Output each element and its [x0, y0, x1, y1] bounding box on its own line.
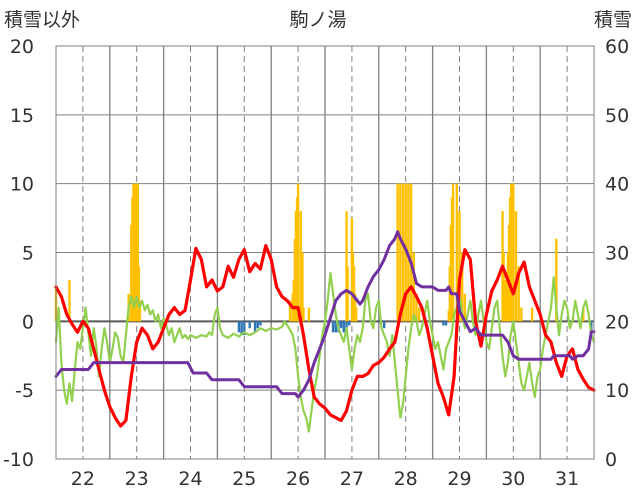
precipitation-bar	[136, 183, 139, 322]
precipitation-bar	[412, 252, 415, 322]
snowfall_change-bar	[243, 321, 246, 336]
precipitation-bar	[396, 183, 399, 322]
right-tick-label: 60	[605, 36, 629, 58]
snowfall_change-bar	[237, 321, 241, 333]
precipitation-bar	[301, 252, 304, 322]
snowfall_change-bar	[334, 321, 337, 333]
left-tick-label: 15	[10, 105, 34, 127]
right-tick-label: 50	[605, 105, 629, 127]
left-axis-label: 積雪以外	[4, 9, 80, 31]
left-tick-label: 0	[22, 311, 34, 333]
precipitation-bar	[401, 183, 405, 322]
snowfall_change-bar	[331, 321, 335, 333]
snowfall_change-bar	[345, 321, 348, 333]
precipitation-bar	[509, 183, 513, 322]
precipitation-bar	[302, 307, 305, 322]
left-tick-label: 5	[22, 243, 34, 265]
precipitation-bar	[517, 266, 520, 322]
chart-title: 駒ノ湯	[289, 9, 346, 31]
precipitation-bar	[68, 280, 71, 322]
day-tick-label: 28	[394, 468, 418, 490]
right-tick-label: 0	[605, 449, 617, 471]
snowfall_change-bar	[382, 321, 386, 329]
left-tick-label: -5	[15, 380, 34, 402]
precipitation-bar	[455, 183, 459, 322]
snowfall_change-bar	[256, 321, 259, 329]
line-layer	[54, 230, 596, 433]
precipitation-bar	[463, 293, 467, 322]
precipitation-bar	[296, 183, 300, 322]
snowfall_change-bar	[342, 321, 346, 333]
right-axis-label: 積雪	[594, 9, 632, 31]
precipitation-bar	[460, 252, 464, 322]
left-tick-label: 10	[10, 174, 34, 196]
right-tick-label: 20	[605, 311, 629, 333]
precipitation-bar	[346, 266, 349, 322]
bar-layer	[54, 183, 593, 336]
label-layer: -10 -5 0 5 10 15 20 0 10 20 30 40 50 60 22 23 24 25 26 27 28…	[3, 36, 629, 490]
precipitation-bar	[137, 266, 141, 322]
precipitation-bar	[530, 307, 534, 322]
precipitation-bar	[458, 211, 461, 322]
precipitation-bar	[353, 293, 357, 322]
snowfall_change-bar	[442, 321, 445, 326]
precipitation-bar	[399, 183, 402, 322]
left-tick-label: -10	[3, 449, 34, 471]
day-tick-label: 29	[447, 468, 471, 490]
precipitation-bar	[451, 183, 455, 322]
snowfall_change-bar	[339, 321, 343, 329]
precipitation-bar	[299, 211, 302, 322]
snowfall_change-bar	[348, 321, 351, 326]
right-tick-label: 30	[605, 243, 629, 265]
precipitation-bar	[138, 300, 142, 322]
precipitation-bar	[514, 211, 518, 322]
precipitation-bar	[307, 307, 311, 322]
snowfall_change-bar	[253, 321, 257, 333]
precipitation-bar	[132, 183, 135, 322]
right-tick-label: 40	[605, 174, 629, 196]
precipitation-bar	[288, 300, 292, 322]
day-tick-label: 25	[232, 468, 256, 490]
precipitation-bar	[503, 280, 506, 322]
precipitation-bar	[512, 183, 515, 322]
precipitation-bar	[520, 307, 523, 322]
snowfall_change-bar	[444, 321, 448, 326]
precipitation-bar	[409, 183, 413, 322]
day-tick-label: 22	[71, 468, 95, 490]
day-tick-label: 31	[555, 468, 579, 490]
snowfall_change-bar	[259, 321, 262, 326]
right-tick-label: 10	[605, 380, 629, 402]
precipitation-bar	[415, 293, 418, 322]
secondary-line	[54, 272, 596, 433]
day-tick-label: 26	[286, 468, 310, 490]
precipitation-bar	[417, 307, 421, 322]
plot-frame	[55, 45, 595, 460]
snowfall_change-bar	[240, 321, 243, 336]
day-tick-label: 24	[178, 468, 202, 490]
snow_depth-line	[54, 230, 596, 399]
precipitation-bar	[134, 183, 137, 322]
precipitation-bar	[555, 238, 558, 322]
temperature-line	[54, 244, 596, 428]
precipitation-bar	[355, 307, 358, 322]
day-tick-label: 23	[125, 468, 149, 490]
left-tick-label: 20	[10, 36, 34, 58]
snowfall_change-bar	[248, 321, 251, 329]
day-tick-label: 30	[501, 468, 525, 490]
day-tick-label: 27	[340, 468, 364, 490]
